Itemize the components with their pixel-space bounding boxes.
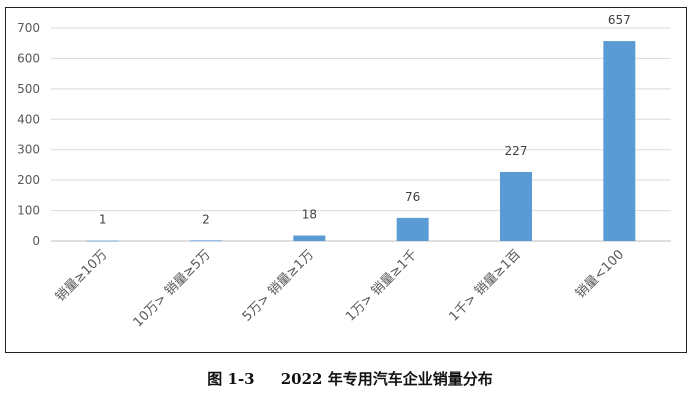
bar	[86, 240, 119, 242]
bar	[500, 171, 532, 241]
category-label: 1万> 销量≥1千	[343, 247, 420, 324]
y-tick-label: 600	[17, 51, 40, 65]
y-tick-label: 400	[17, 112, 40, 126]
bar-chart: 0 100 200 300 400 500 600 700 1 销量≥10万 2 10万> 销量≥5万…	[17, 13, 671, 330]
figure-number: 图 1-3	[207, 370, 255, 388]
data-label: 76	[405, 190, 420, 204]
bar	[293, 235, 326, 241]
bar	[603, 41, 636, 241]
data-label: 1	[99, 213, 107, 227]
data-label: 227	[505, 144, 528, 158]
y-tick-label: 300	[17, 143, 40, 157]
chart-frame: 0 100 200 300 400 500 600 700 1 销量≥10万 2 10万> 销量≥5万…	[5, 7, 687, 353]
category-label: 销量≥10万	[53, 247, 111, 305]
category-label: 1千> 销量≥1百	[446, 247, 523, 324]
y-tick-label: 200	[17, 173, 40, 187]
category-label: 销量<100	[573, 247, 627, 301]
data-label: 2	[202, 212, 210, 226]
data-label: 657	[608, 13, 631, 27]
y-tick-label: 100	[17, 204, 40, 218]
bar	[190, 240, 222, 242]
y-tick-label: 500	[17, 82, 40, 96]
category-label: 10万> 销量≥5万	[131, 247, 214, 330]
y-tick-label: 700	[17, 21, 40, 35]
data-label: 18	[302, 208, 317, 222]
category-label: 5万> 销量≥1万	[240, 247, 317, 324]
figure-caption: 图 1-3 2022 年专用汽车企业销量分布	[0, 368, 700, 389]
bar	[396, 217, 429, 241]
figure-title: 2022 年专用汽车企业销量分布	[280, 370, 493, 388]
y-tick-label: 0	[32, 234, 40, 248]
